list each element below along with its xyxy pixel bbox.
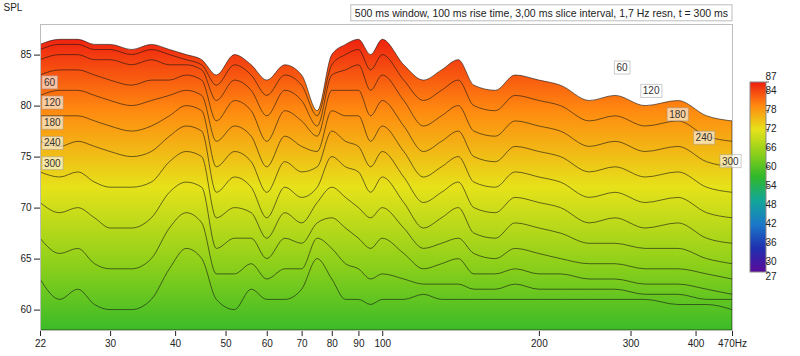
- svg-text:80: 80: [20, 100, 32, 111]
- svg-text:84: 84: [765, 85, 777, 96]
- svg-text:240: 240: [696, 132, 713, 143]
- svg-text:500 ms window, 100 ms rise tim: 500 ms window, 100 ms rise time, 3,00 ms…: [355, 7, 728, 19]
- svg-text:70: 70: [297, 338, 309, 349]
- svg-text:85: 85: [20, 49, 32, 60]
- svg-text:SPL: SPL: [4, 2, 23, 13]
- svg-text:300: 300: [623, 338, 640, 349]
- svg-text:50: 50: [220, 338, 232, 349]
- svg-text:300: 300: [722, 156, 739, 167]
- svg-text:60: 60: [616, 62, 628, 73]
- svg-text:66: 66: [765, 142, 777, 153]
- svg-text:75: 75: [20, 151, 32, 162]
- svg-text:70: 70: [20, 202, 32, 213]
- svg-text:180: 180: [44, 117, 61, 128]
- svg-text:60: 60: [262, 338, 274, 349]
- svg-text:30: 30: [105, 338, 117, 349]
- svg-text:80: 80: [327, 338, 339, 349]
- svg-text:300: 300: [44, 158, 61, 169]
- svg-text:200: 200: [531, 338, 548, 349]
- svg-text:48: 48: [765, 199, 777, 210]
- svg-text:40: 40: [170, 338, 182, 349]
- svg-text:120: 120: [643, 85, 660, 96]
- svg-text:180: 180: [669, 109, 686, 120]
- svg-text:240: 240: [44, 137, 61, 148]
- svg-text:400: 400: [688, 338, 705, 349]
- svg-text:90: 90: [353, 338, 365, 349]
- svg-text:78: 78: [765, 104, 777, 115]
- svg-text:27: 27: [765, 271, 777, 282]
- svg-text:60: 60: [20, 304, 32, 315]
- svg-text:65: 65: [20, 253, 32, 264]
- svg-text:120: 120: [44, 97, 61, 108]
- svg-text:22: 22: [35, 338, 47, 349]
- svg-text:72: 72: [765, 123, 777, 134]
- svg-text:36: 36: [765, 237, 777, 248]
- svg-text:54: 54: [765, 180, 777, 191]
- svg-text:60: 60: [765, 161, 777, 172]
- svg-text:42: 42: [765, 218, 777, 229]
- svg-text:30: 30: [765, 256, 777, 267]
- svg-text:87: 87: [765, 71, 777, 82]
- svg-text:470Hz: 470Hz: [718, 338, 747, 349]
- svg-text:100: 100: [374, 338, 391, 349]
- svg-text:60: 60: [44, 77, 56, 88]
